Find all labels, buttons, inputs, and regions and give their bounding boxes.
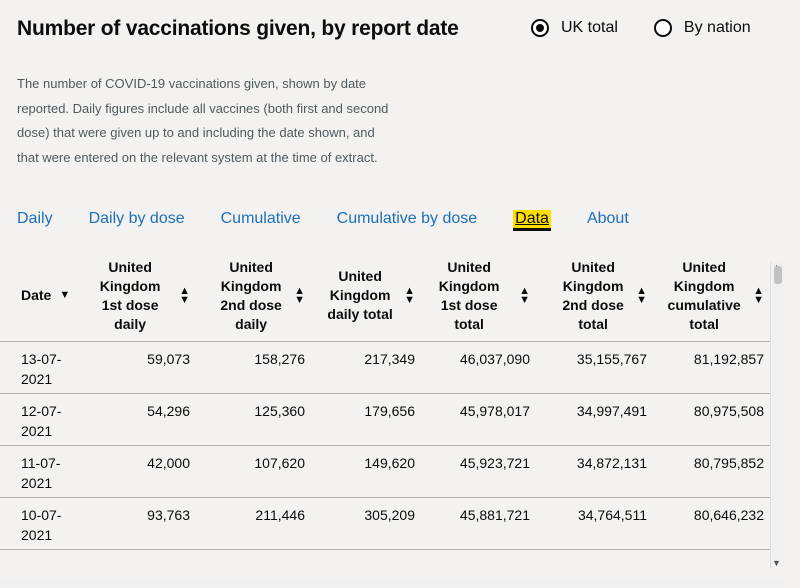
cell-value: 34,764,511 (536, 497, 653, 550)
tab-cumulative-by-dose[interactable]: Cumulative by dose (336, 210, 478, 227)
scrollbar-thumb[interactable] (774, 266, 782, 284)
cell-value: 305,209 (311, 497, 421, 550)
scroll-down-arrow-icon[interactable]: ▼ (772, 558, 781, 568)
radio-checked-icon[interactable] (531, 19, 549, 37)
cell-date: 10-07-2021 (0, 497, 83, 550)
cell-value: 54,296 (83, 393, 196, 446)
cell-value: 45,881,721 (421, 497, 536, 550)
page-title: Number of vaccinations given, by report … (17, 17, 459, 40)
column-header-label: Date (21, 287, 52, 303)
sort-icon[interactable]: ▲ ▼ (294, 284, 305, 306)
cell-value: 149,620 (311, 445, 421, 498)
cell-value: 35,155,767 (536, 341, 653, 394)
cell-value: 45,923,721 (421, 445, 536, 498)
cell-value: 179,656 (311, 393, 421, 446)
sort-descending-icon[interactable]: ▼ (59, 289, 71, 301)
cell-value: 107,620 (196, 445, 311, 498)
cell-value: 45,978,017 (421, 393, 536, 446)
column-header-label: United Kingdom 2nd dose total (562, 258, 624, 332)
sort-icon[interactable]: ▲ ▼ (404, 284, 415, 306)
tab-cumulative[interactable]: Cumulative (220, 210, 301, 227)
cell-date: 11-07-2021 (0, 445, 83, 498)
cell-date: 13-07-2021 (0, 341, 83, 394)
cell-value: 80,646,232 (653, 497, 770, 550)
column-header-label: United Kingdom daily total (327, 268, 393, 322)
sort-icon[interactable]: ▲ ▼ (519, 284, 530, 306)
column-header-second-dose-daily[interactable]: United Kingdom 2nd dose daily ▲ ▼ (196, 250, 311, 342)
cell-value: 34,997,491 (536, 393, 653, 446)
column-header-label: United Kingdom 2nd dose daily (220, 258, 282, 332)
table-row: 13-07-2021 59,073 158,276 217,349 46,037… (0, 341, 770, 394)
description: The number of COVID-19 vaccinations give… (17, 76, 389, 165)
cell-value: 93,763 (83, 497, 196, 550)
table-row: 12-07-2021 54,296 125,360 179,656 45,978… (0, 393, 770, 446)
radio-unchecked-icon[interactable] (653, 19, 672, 37)
radio-label-by-nation[interactable]: By nation (683, 19, 751, 36)
data-table-container: Date ▼ United Kingdom 1st dose daily ▲ ▼ Un… (0, 250, 785, 570)
radio-uk-total[interactable]: UK total (531, 19, 618, 37)
table-header-row: Date ▼ United Kingdom 1st dose daily ▲ ▼ Un… (0, 250, 770, 342)
column-header-date[interactable]: Date ▼ (0, 250, 83, 342)
sort-icon[interactable]: ▲ ▼ (636, 284, 647, 306)
cell-value: 42,000 (83, 445, 196, 498)
sort-icon[interactable]: ▲ ▼ (753, 284, 764, 306)
cell-value: 211,446 (196, 497, 311, 550)
column-header-label: United Kingdom 1st dose total (438, 258, 500, 332)
radio-by-nation[interactable]: By nation (653, 19, 751, 37)
table-row: 11-07-2021 42,000 107,620 149,620 45,923… (0, 445, 770, 498)
horizontal-scrollbar[interactable] (0, 580, 785, 588)
tab-bar: Daily Daily by dose Cumulative Cumulativ… (17, 210, 665, 228)
cell-value: 217,349 (311, 341, 421, 394)
table-row: 10-07-2021 93,763 211,446 305,209 45,881… (0, 497, 770, 550)
tab-about[interactable]: About (586, 210, 629, 227)
sort-icon[interactable]: ▲ ▼ (179, 284, 190, 306)
cell-value: 80,795,852 (653, 445, 770, 498)
tab-daily-by-dose[interactable]: Daily by dose (88, 210, 185, 227)
cell-value: 158,276 (196, 341, 311, 394)
radio-label-uk-total[interactable]: UK total (561, 19, 618, 36)
cell-value: 34,872,131 (536, 445, 653, 498)
column-header-second-dose-total[interactable]: United Kingdom 2nd dose total ▲ ▼ (536, 250, 653, 342)
column-header-first-dose-daily[interactable]: United Kingdom 1st dose daily ▲ ▼ (83, 250, 196, 342)
tab-daily[interactable]: Daily (17, 210, 53, 227)
cell-value: 81,192,857 (653, 341, 770, 394)
data-table: Date ▼ United Kingdom 1st dose daily ▲ ▼ Un… (0, 250, 770, 550)
tab-data[interactable]: Data (513, 210, 551, 228)
cell-value: 46,037,090 (421, 341, 536, 394)
column-header-label: United Kingdom cumulative total (667, 258, 741, 332)
cell-date: 12-07-2021 (0, 393, 83, 446)
cell-value: 125,360 (196, 393, 311, 446)
column-header-daily-total[interactable]: United Kingdom daily total ▲ ▼ (311, 250, 421, 342)
column-header-first-dose-total[interactable]: United Kingdom 1st dose total ▲ ▼ (421, 250, 536, 342)
view-radio-group: UK total By nation (531, 19, 751, 37)
column-header-label: United Kingdom 1st dose daily (99, 258, 161, 332)
cell-value: 80,975,508 (653, 393, 770, 446)
column-header-cumulative-total[interactable]: United Kingdom cumulative total ▲ ▼ (653, 250, 770, 342)
cell-value: 59,073 (83, 341, 196, 394)
vertical-scrollbar[interactable]: ▲ ▼ (770, 262, 785, 568)
